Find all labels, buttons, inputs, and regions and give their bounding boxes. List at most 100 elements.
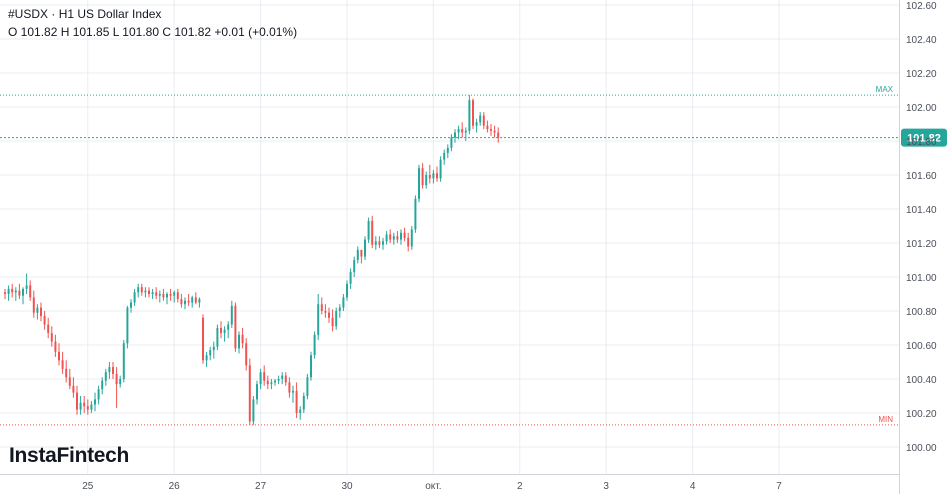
candle [173, 290, 176, 303]
candle [367, 217, 370, 243]
candle [407, 232, 410, 252]
candle [454, 129, 456, 143]
candle-body [248, 365, 251, 422]
candle [457, 125, 460, 140]
candle-body [342, 297, 345, 308]
candle [436, 166, 438, 182]
candle [378, 236, 381, 249]
candle-body [180, 299, 183, 305]
max-label: MAX [876, 85, 894, 94]
candle-body [364, 239, 366, 257]
candle [108, 362, 111, 379]
candle [212, 341, 215, 359]
candle-body [486, 125, 489, 130]
candle-body [374, 241, 377, 245]
candle [389, 229, 392, 243]
candle-body [47, 324, 50, 334]
candle [490, 124, 492, 136]
candle-body [94, 399, 96, 405]
candle-body [472, 100, 474, 126]
candle [346, 280, 348, 301]
x-tick-label: 7 [776, 481, 782, 492]
candle-body [162, 294, 165, 298]
candle [425, 171, 428, 189]
candle [266, 375, 269, 390]
candle-body [155, 292, 158, 296]
candle [342, 294, 345, 311]
candle-body [68, 377, 71, 386]
candle-body [259, 372, 262, 385]
candle-body [151, 292, 154, 294]
candle [230, 300, 233, 328]
candle-body [450, 137, 453, 148]
candle [209, 346, 212, 361]
candle-body [320, 304, 323, 311]
candle [328, 307, 330, 323]
candle-body [418, 168, 420, 199]
title-separator: · [51, 7, 56, 21]
x-tick-label: 25 [82, 481, 94, 492]
y-tick-label: 102.00 [906, 103, 937, 114]
candle-body [86, 406, 89, 410]
candle [202, 314, 204, 364]
candle-body [234, 305, 237, 349]
candle [324, 304, 327, 318]
candle-body [299, 409, 302, 413]
candle-body [130, 302, 132, 308]
candle [428, 164, 431, 184]
candle-body [349, 271, 352, 284]
candle-body [288, 382, 291, 393]
candle-body [367, 220, 370, 240]
candle-body [338, 307, 341, 311]
x-tick-label: 4 [690, 481, 696, 492]
candle [205, 351, 208, 368]
candle-body [137, 287, 140, 293]
candle-body [396, 236, 399, 240]
candle-body [238, 334, 240, 349]
candle [295, 382, 298, 419]
candle-body [371, 220, 374, 245]
candle [29, 280, 32, 301]
candle [122, 339, 125, 383]
candle-body [223, 329, 226, 334]
x-tick-label: 2 [517, 481, 523, 492]
candle-body [284, 375, 287, 383]
candle-body [328, 312, 330, 318]
candle [72, 377, 75, 398]
candle [126, 305, 129, 349]
candle [61, 351, 64, 374]
candle-body [36, 307, 39, 313]
candle [83, 396, 86, 413]
candle [356, 246, 359, 264]
candle [198, 297, 201, 308]
candle-body [119, 379, 122, 385]
x-tick-label: 3 [603, 481, 609, 492]
candle [292, 385, 294, 403]
candle [486, 120, 489, 133]
candle-body [97, 389, 100, 400]
candle-body [274, 380, 276, 383]
candle-body [306, 377, 309, 396]
symbol[interactable]: #USDX [8, 7, 49, 21]
candle [90, 401, 93, 413]
candle-body [169, 294, 172, 296]
candle [284, 372, 287, 386]
y-tick-label: 101.80 [906, 137, 937, 148]
candle [317, 294, 320, 340]
candle [43, 311, 46, 330]
candle [248, 358, 251, 425]
candle [176, 288, 179, 303]
candle-body [220, 328, 222, 334]
candle [353, 256, 356, 277]
candle-body [302, 396, 305, 410]
candle [349, 268, 352, 289]
candle-body [378, 241, 381, 245]
candle-body [212, 346, 215, 351]
candle-body [414, 198, 417, 230]
candle [22, 287, 24, 305]
x-tick-label: окт. [425, 481, 441, 492]
candle [418, 164, 420, 203]
candle-body [32, 297, 35, 313]
